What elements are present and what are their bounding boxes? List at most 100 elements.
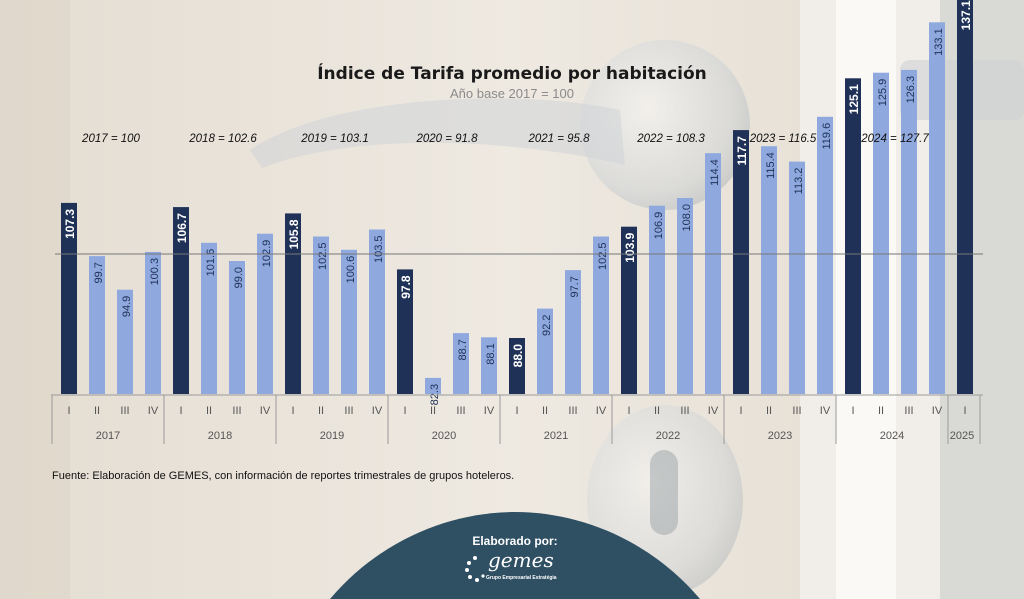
value-label: 101.6 [205,249,217,277]
year-label: 2017 [96,430,120,442]
value-label: 106.9 [653,212,665,240]
annual-average-annotation: 2020 = 91.8 [415,133,478,145]
quarter-tick-label: IV [148,405,159,417]
value-label: 102.5 [317,243,329,271]
value-label: 115.4 [765,152,777,179]
bar [873,72,889,394]
bar [89,256,105,394]
value-label: 106.7 [175,213,189,243]
annual-average-annotation: 2023 = 116.5 [749,133,817,145]
value-label: 97.8 [399,275,413,299]
year-label: 2018 [208,430,232,442]
value-label: 88.7 [457,339,469,360]
bar-chart: 107.3 99.7 94.9 100.3 106.7 101.6 99.0 102.9 105… [51,0,983,444]
year-label: 2019 [320,430,344,442]
value-label: 117.7 [735,136,749,166]
value-label: 88.0 [511,344,525,368]
quarter-tick-label: IV [484,405,495,417]
annual-average-annotation: 2017 = 100 [81,133,140,145]
bar [677,198,693,394]
chart-subtitle: Año base 2017 = 100 [450,86,574,101]
source-note: Fuente: Elaboración de GEMES, con inform… [52,470,515,482]
quarter-tick-label: I [403,405,406,417]
quarter-tick-label: II [654,405,660,417]
year-label: 2021 [544,430,568,442]
value-label: 97.7 [569,276,581,297]
year-label: 2022 [656,430,680,442]
quarter-tick-label: IV [820,405,831,417]
quarter-tick-label: III [680,405,689,417]
bar [201,242,217,394]
bar [929,22,945,395]
quarter-tick-label: I [739,405,742,417]
bar [285,213,301,394]
bar [705,153,721,394]
quarter-tick-label: IV [596,405,607,417]
bar [845,78,861,395]
bar [817,116,833,395]
bar [145,251,161,394]
bar [341,249,357,394]
annual-average-annotation: 2024 = 127.7 [860,133,929,145]
quarter-tick-label: I [291,405,294,417]
annual-average-annotation: 2018 = 102.6 [188,133,257,145]
quarter-tick-label: II [318,405,324,417]
annual-average-annotation: 2022 = 108.3 [636,133,705,145]
bar [565,270,581,394]
bar [61,202,77,394]
value-label: 108.0 [681,204,693,232]
quarter-tick-label: III [232,405,241,417]
year-label: 2024 [880,430,904,442]
value-label: 99.0 [233,267,245,288]
value-label: 126.3 [905,76,917,104]
value-label: 99.7 [93,262,105,283]
value-label: 88.1 [485,343,497,364]
bar [649,205,665,394]
bar [117,289,133,394]
value-label: 125.1 [847,84,861,114]
quarter-tick-label: III [456,405,465,417]
bar [509,338,525,394]
quarter-tick-label: II [542,405,548,417]
quarter-tick-label: III [344,405,353,417]
quarter-tick-label: III [904,405,913,417]
gemes-logo-text: gemes [488,548,554,572]
quarter-tick-label: III [568,405,577,417]
bar [453,333,469,394]
quarter-tick-label: IV [260,405,271,417]
bar [537,308,553,394]
value-label: 102.9 [261,240,273,268]
value-label: 107.3 [63,209,77,239]
quarter-tick-label: IV [708,405,719,417]
value-label: 119.6 [821,123,833,150]
bar [761,146,777,394]
quarter-tick-label: I [67,405,70,417]
value-label: 133.1 [933,28,945,56]
footer-label: Elaborado por: [472,534,558,548]
annual-average-annotation: 2019 = 103.1 [300,133,368,145]
value-label: 103.5 [373,236,385,264]
quarter-tick-label: IV [372,405,383,417]
bar [901,69,917,395]
value-label: 125.9 [877,79,889,107]
quarter-tick-label: II [878,405,884,417]
bar [957,0,973,395]
quarter-tick-label: II [94,405,100,417]
bar [397,269,413,394]
value-label: 137.1 [959,0,973,30]
bar [229,261,245,394]
bar [789,161,805,394]
quarter-tick-label: II [430,405,436,417]
quarter-tick-label: III [120,405,129,417]
annual-average-annotation: 2021 = 95.8 [527,133,590,145]
bar [481,337,497,394]
chart-title: Índice de Tarifa promedio por habitación [317,64,707,84]
quarter-tick-label: I [179,405,182,417]
quarter-tick-label: II [766,405,772,417]
year-label: 2023 [768,430,792,442]
gemes-logo-subtitle: Grupo Empresarial Estratégia [486,575,557,581]
year-label: 2025 [950,430,974,442]
bar [369,229,385,394]
logo-dots-icon [465,556,485,582]
